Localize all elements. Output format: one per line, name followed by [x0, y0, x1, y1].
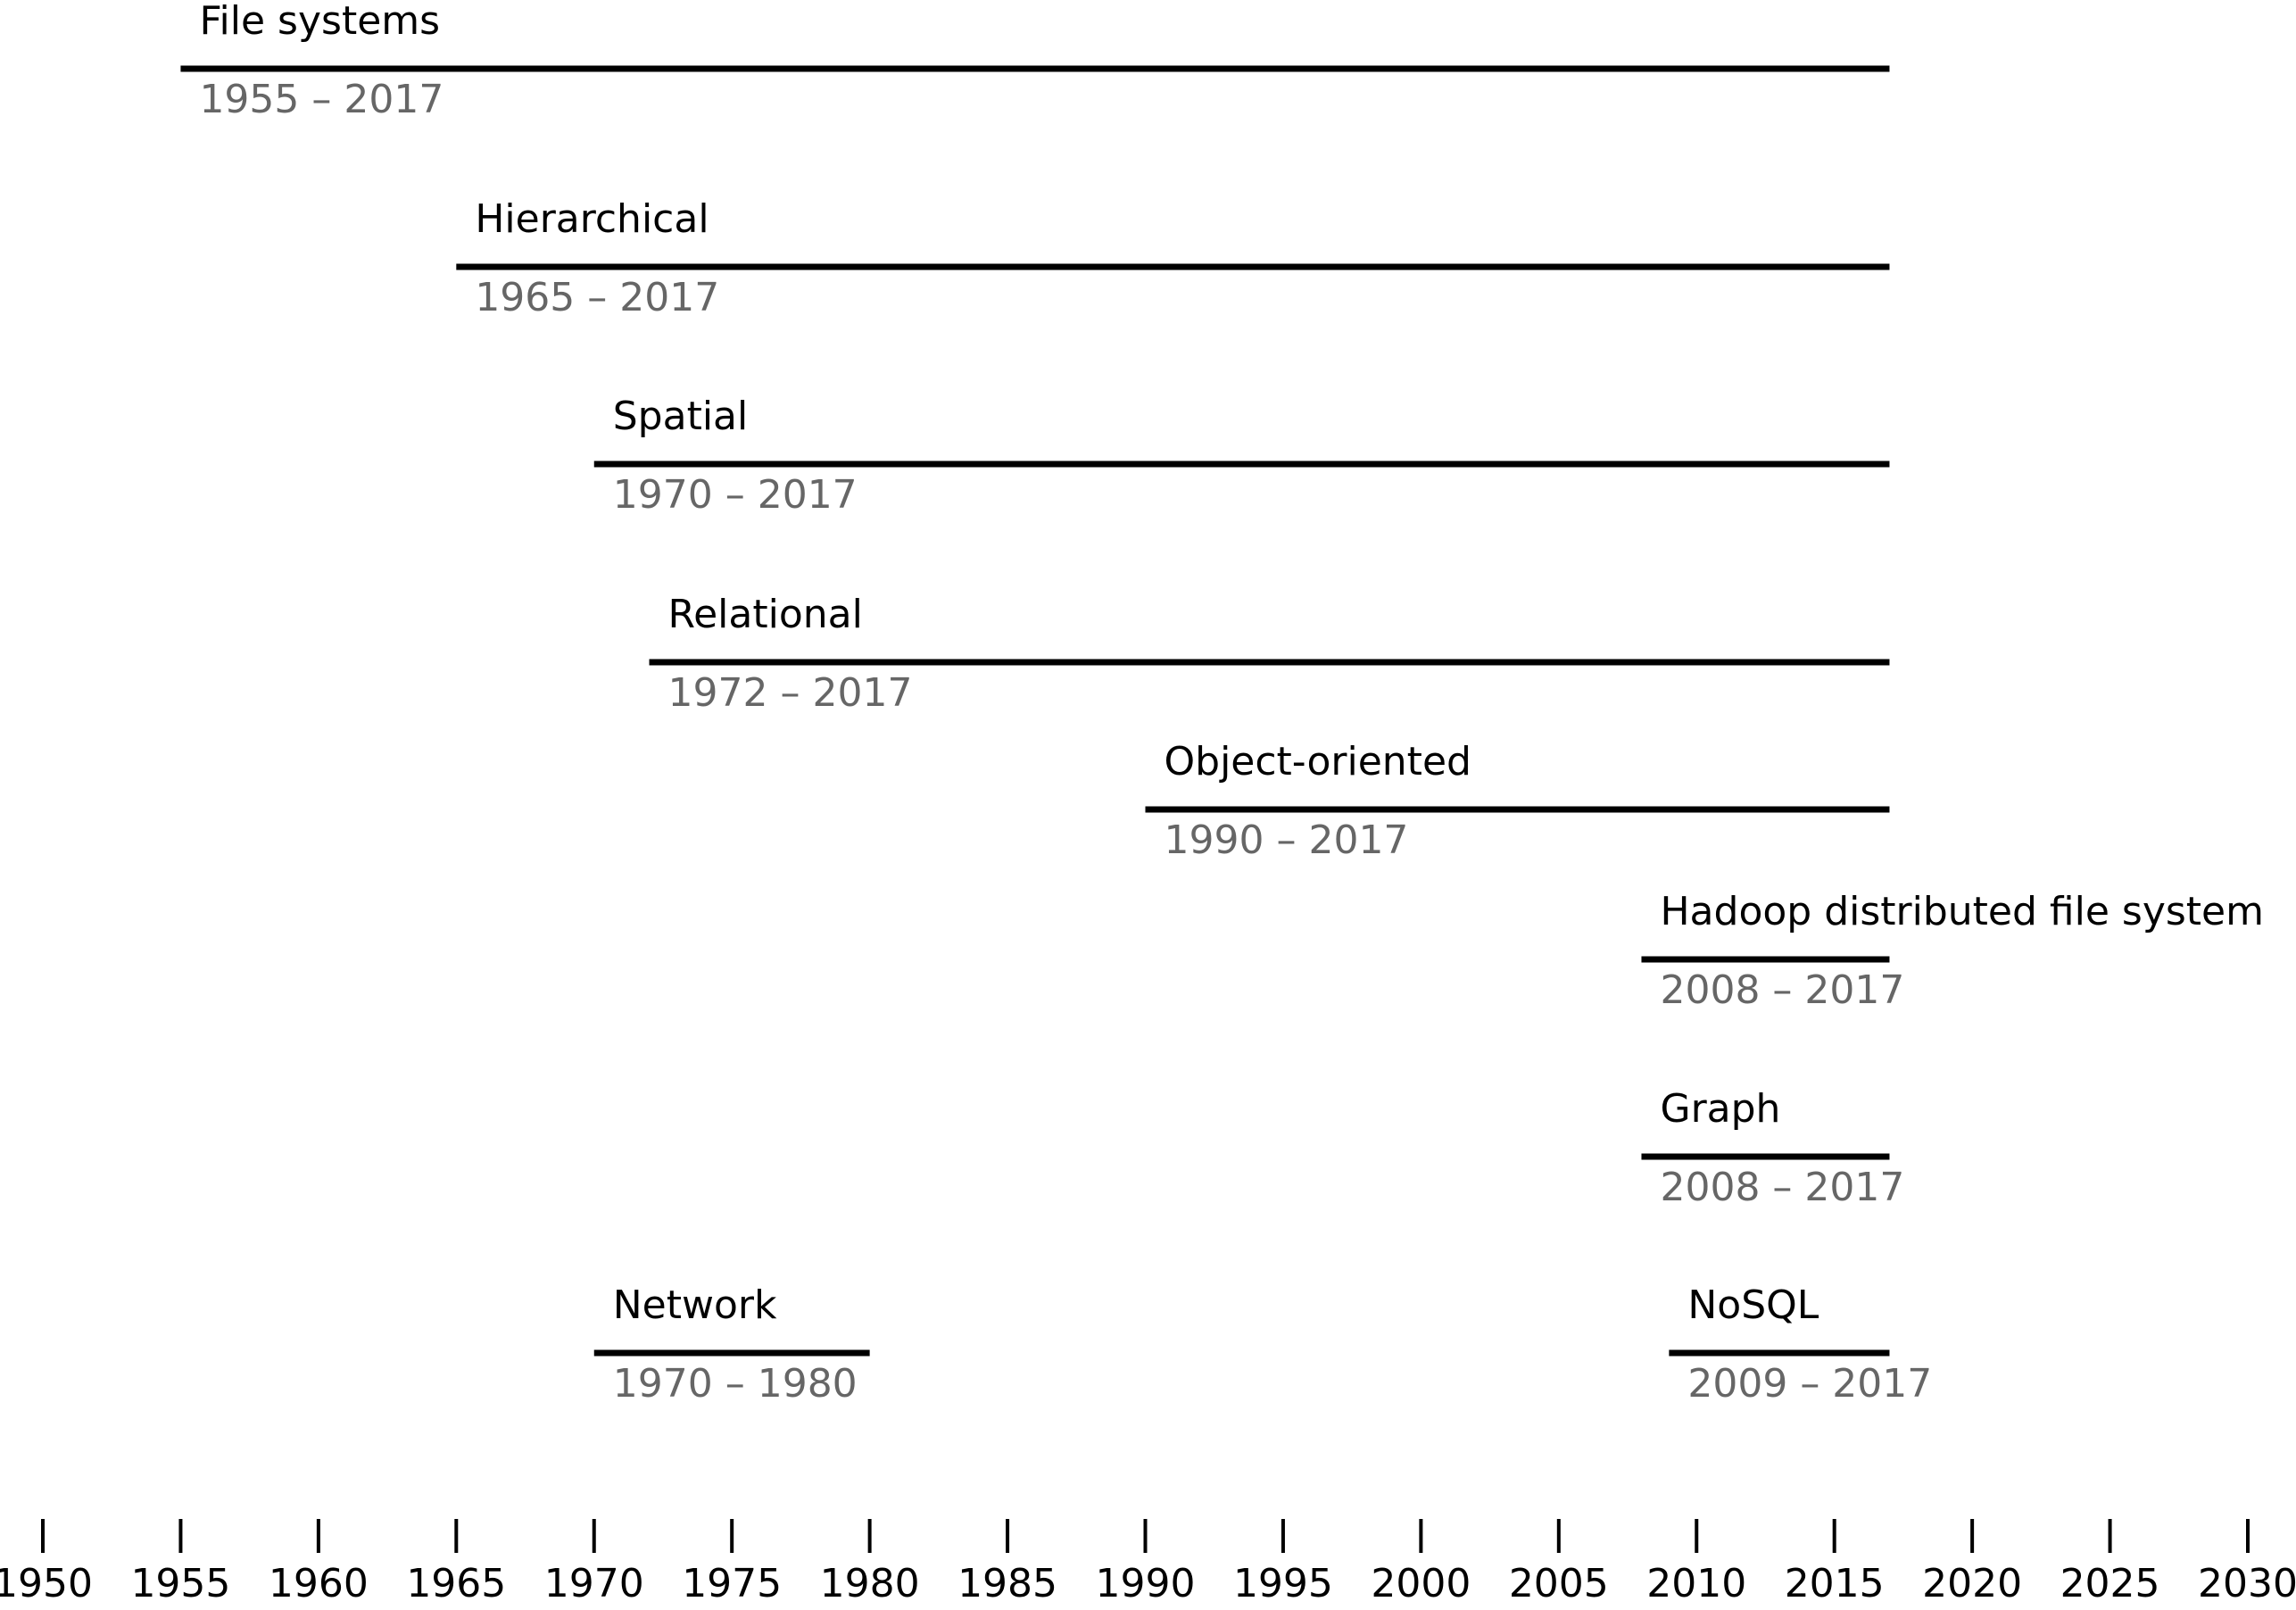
range-label: 1955 – 2017: [199, 77, 443, 122]
x-tick-label: 1955: [130, 1561, 230, 1606]
range-label: 1965 – 2017: [475, 275, 719, 320]
x-tick-label: 1990: [1096, 1561, 1196, 1606]
item-name: Hierarchical: [475, 196, 709, 242]
range-label: 1990 – 2017: [1165, 817, 1409, 863]
x-tick-label: 1950: [0, 1561, 93, 1606]
range-label: 1972 – 2017: [668, 670, 913, 716]
item-name: File systems: [199, 0, 440, 44]
range-label: 2008 – 2017: [1660, 1165, 1904, 1210]
item-name: Hadoop distributed file system: [1660, 889, 2264, 934]
x-tick-label: 1975: [682, 1561, 782, 1606]
x-tick-label: 2005: [1509, 1561, 1609, 1606]
x-tick-label: 2030: [2198, 1561, 2296, 1606]
x-tick-label: 2025: [2060, 1561, 2160, 1606]
x-tick-label: 1980: [820, 1561, 920, 1606]
item-name: Graph: [1660, 1086, 1780, 1132]
x-tick-label: 2020: [1922, 1561, 2022, 1606]
x-tick-label: 2015: [1785, 1561, 1885, 1606]
x-tick-label: 1965: [406, 1561, 506, 1606]
x-tick-label: 1995: [1233, 1561, 1333, 1606]
range-label: 1970 – 1980: [613, 1361, 858, 1407]
item-name: Network: [613, 1282, 777, 1328]
x-tick-label: 1985: [957, 1561, 1057, 1606]
item-name: Spatial: [613, 394, 749, 439]
range-label: 2008 – 2017: [1660, 967, 1904, 1013]
range-label: 1970 – 2017: [613, 472, 858, 518]
item-name: Relational: [668, 592, 863, 637]
x-tick-label: 1970: [544, 1561, 644, 1606]
x-tick-label: 1960: [269, 1561, 369, 1606]
item-name: NoSQL: [1687, 1282, 1819, 1328]
item-name: Object-oriented: [1165, 739, 1471, 784]
range-label: 2009 – 2017: [1687, 1361, 1932, 1407]
x-tick-label: 2000: [1371, 1561, 1471, 1606]
x-tick-label: 2010: [1646, 1561, 1746, 1606]
